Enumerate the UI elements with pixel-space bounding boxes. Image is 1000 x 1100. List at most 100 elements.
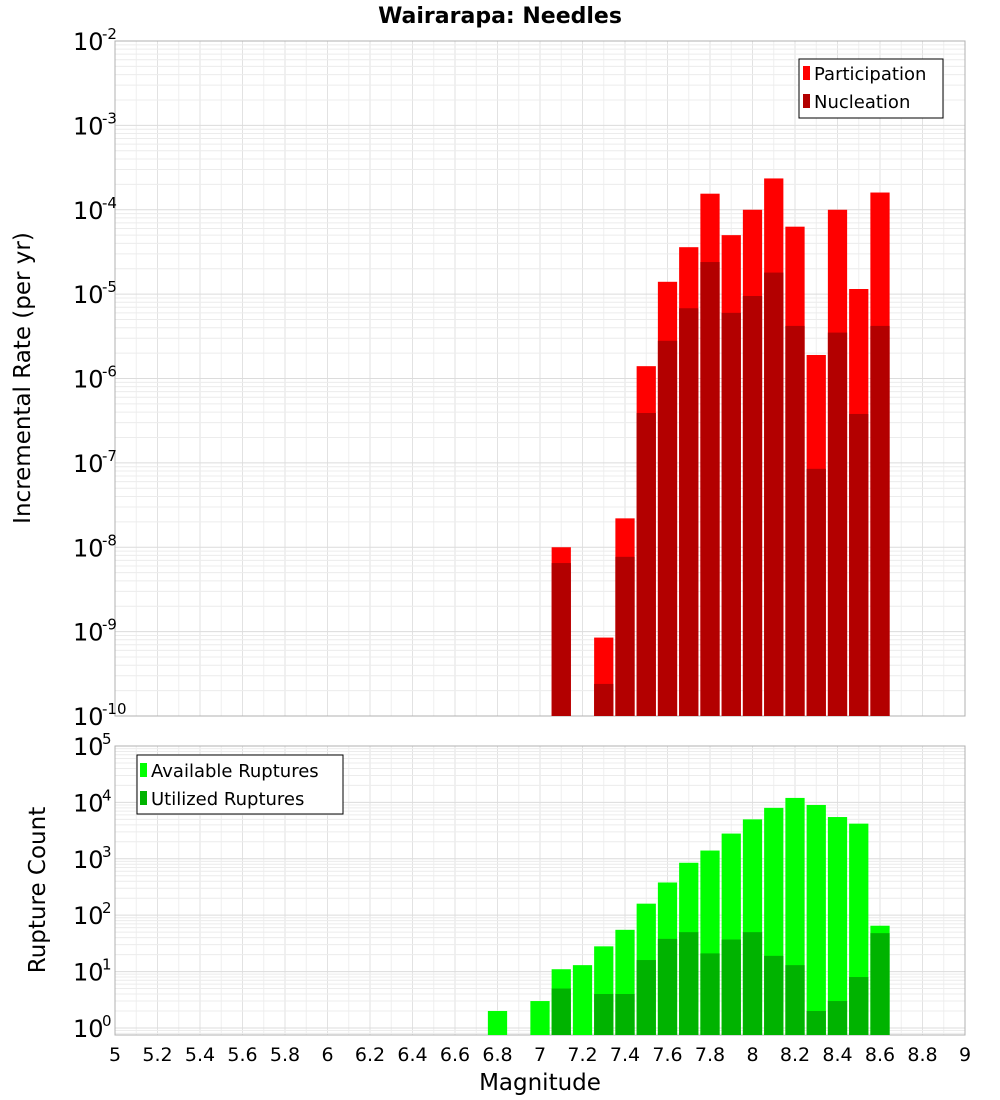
legend-label-participation: Participation	[814, 64, 926, 85]
y-tick-label: 10	[73, 28, 104, 56]
legend-label-available-ruptures: Available Ruptures	[151, 761, 319, 782]
bar-available-ruptures	[487, 1010, 508, 1035]
y-tick-label: 10	[73, 789, 104, 817]
x-tick-label: 7.4	[610, 1044, 640, 1066]
x-tick-label: 8.4	[822, 1044, 852, 1066]
x-tick-label: 5.8	[270, 1044, 300, 1066]
bar-nucleation	[827, 332, 848, 716]
x-tick-label: 8.2	[780, 1044, 810, 1066]
y-tick-exponent: 3	[102, 843, 112, 861]
bar-utilized-ruptures	[615, 994, 635, 1035]
bar-nucleation	[764, 272, 784, 716]
y-tick-label: 10	[73, 846, 104, 874]
x-tick-label: 7.2	[567, 1044, 597, 1066]
legend-label-nucleation: Nucleation	[814, 92, 910, 113]
x-tick-label: 5.2	[142, 1044, 172, 1066]
bar-utilized-ruptures	[594, 994, 614, 1035]
bar-nucleation	[615, 556, 635, 716]
x-tick-label: 6	[321, 1044, 333, 1066]
top-legend-box	[798, 58, 944, 119]
bar-nucleation	[551, 563, 571, 716]
y-tick-exponent: -5	[102, 278, 117, 296]
x-tick-label: 6.6	[440, 1044, 470, 1066]
bar-utilized-ruptures	[827, 1001, 848, 1035]
x-tick-label: 8.6	[865, 1044, 895, 1066]
legend-swatch-utilized-ruptures	[140, 791, 147, 805]
bar-utilized-ruptures	[721, 939, 741, 1035]
y-tick-exponent: 1	[102, 956, 112, 974]
y-tick-exponent: 5	[102, 730, 112, 748]
bar-nucleation	[742, 296, 763, 716]
bar-utilized-ruptures	[636, 960, 656, 1035]
bar-nucleation	[870, 325, 890, 716]
bar-utilized-ruptures	[679, 932, 699, 1035]
bar-available-ruptures	[827, 817, 848, 1035]
y-tick-exponent: -7	[102, 447, 117, 465]
x-tick-label: 6.2	[355, 1044, 385, 1066]
x-axis-label: Magnitude	[479, 1070, 601, 1096]
x-tick-label: 5	[109, 1044, 121, 1066]
x-tick-label: 7	[534, 1044, 546, 1066]
y-tick-exponent: -8	[102, 531, 117, 549]
y-tick-label: 10	[73, 534, 104, 562]
y-tick-exponent: -2	[102, 25, 117, 43]
x-axis-ticks: 5 5.2 5.4 5.6 5.8 6 6.2 6.4 6.6 6.8 7 7.2 7.4 7.6 7.8 8…	[109, 1044, 971, 1066]
top-legend: Participation Nucleation	[798, 58, 944, 119]
y-tick-exponent: 4	[102, 786, 112, 804]
y-tick-label: 10	[73, 112, 104, 140]
bar-utilized-ruptures	[870, 933, 890, 1035]
top-plot-grid	[114, 40, 966, 717]
x-tick-label: 6.4	[397, 1044, 427, 1066]
y-tick-label: 10	[73, 959, 104, 987]
x-tick-label: 8.8	[907, 1044, 937, 1066]
bar-utilized-ruptures	[551, 988, 571, 1035]
x-tick-label: 5.6	[227, 1044, 257, 1066]
y-tick-exponent: 2	[102, 899, 112, 917]
y-tick-label: 10	[73, 733, 104, 761]
y-tick-exponent: -3	[102, 109, 117, 127]
y-tick-label: 10	[73, 366, 104, 394]
bar-utilized-ruptures	[764, 955, 784, 1035]
bar-utilized-ruptures	[742, 932, 763, 1035]
bottom-y-axis-label: Rupture Count	[25, 807, 51, 973]
bar-nucleation	[785, 325, 805, 716]
y-tick-exponent: -9	[102, 616, 117, 634]
y-tick-label: 10	[73, 450, 104, 478]
bottom-plot-bars	[487, 797, 890, 1035]
bar-utilized-ruptures	[785, 965, 805, 1035]
x-tick-label: 5.4	[185, 1044, 215, 1066]
legend-swatch-available-ruptures	[140, 763, 147, 777]
y-tick-exponent: -4	[102, 194, 117, 212]
bar-nucleation	[806, 468, 826, 716]
y-tick-exponent: -6	[102, 363, 117, 381]
bar-utilized-ruptures	[849, 977, 869, 1035]
bar-nucleation	[721, 312, 741, 716]
y-tick-label: 10	[73, 281, 104, 309]
x-tick-label: 7.8	[695, 1044, 725, 1066]
bar-nucleation	[679, 308, 699, 716]
bar-available-ruptures	[572, 965, 593, 1035]
chart-title: Wairarapa: Needles	[378, 4, 622, 29]
bar-nucleation	[594, 683, 614, 716]
y-tick-label: 10	[73, 703, 104, 731]
bar-nucleation	[849, 413, 869, 716]
legend-swatch-participation	[803, 66, 810, 80]
bar-nucleation	[636, 413, 656, 716]
x-tick-label: 9	[959, 1044, 971, 1066]
top-plot-frame	[114, 40, 966, 717]
top-plot-bars	[551, 178, 890, 717]
x-tick-label: 7.6	[652, 1044, 682, 1066]
bottom-legend: Available Ruptures Utilized Ruptures	[136, 754, 344, 815]
x-tick-label: 6.8	[482, 1044, 512, 1066]
y-tick-exponent: 0	[102, 1012, 112, 1030]
y-tick-label: 10	[73, 197, 104, 225]
bar-available-ruptures	[530, 1001, 550, 1035]
x-tick-label: 8	[746, 1044, 758, 1066]
y-tick-label: 10	[73, 1015, 104, 1043]
bar-available-ruptures	[806, 804, 826, 1035]
top-y-axis-label: Incremental Rate (per yr)	[10, 232, 36, 524]
legend-label-utilized-ruptures: Utilized Ruptures	[151, 789, 304, 810]
bar-nucleation	[657, 340, 678, 716]
